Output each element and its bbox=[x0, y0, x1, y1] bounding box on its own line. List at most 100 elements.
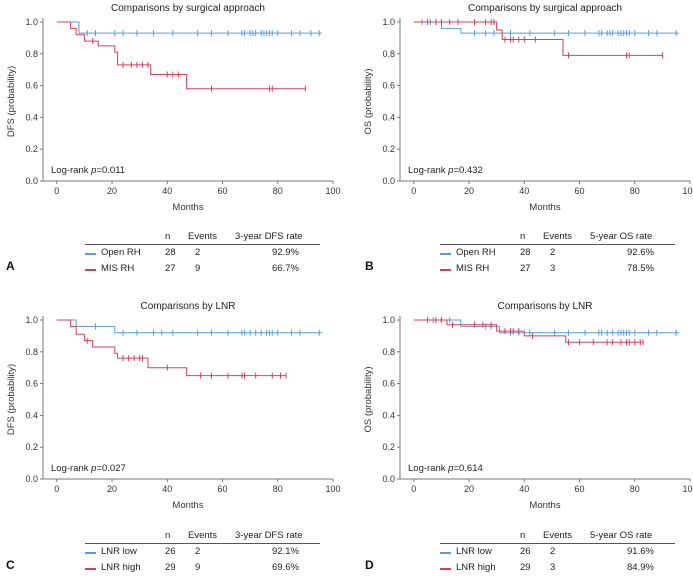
summary-table: n Events 3-year DFS rate Open RH 28 2 92.9% MIS… bbox=[85, 231, 320, 275]
table-cell-n: 28 bbox=[165, 247, 176, 258]
y-tick-label: 0.0 bbox=[382, 176, 395, 186]
y-tick-label: 0.8 bbox=[382, 49, 395, 59]
table-cell-n: 27 bbox=[165, 263, 176, 274]
y-tick-label: 0.8 bbox=[25, 49, 38, 59]
x-tick-label: 100 bbox=[682, 484, 693, 494]
header-events: Events bbox=[543, 530, 573, 541]
logrank-value: =0.027 bbox=[96, 463, 125, 474]
table-header bbox=[85, 530, 320, 544]
table-cell-n: 29 bbox=[520, 562, 531, 573]
km-curve-group1 bbox=[413, 21, 679, 34]
header-rate: 3-year DFS rate bbox=[235, 231, 303, 242]
legend-swatch bbox=[85, 568, 96, 570]
panel-label: B bbox=[365, 259, 374, 273]
logrank-value: =0.011 bbox=[96, 165, 125, 176]
table-cell-rate: 78.5% bbox=[627, 263, 654, 274]
y-axis-label: DFS (probability) bbox=[6, 66, 17, 137]
panel-label: D bbox=[365, 558, 374, 572]
summary-table: n Events 5-year OS rate Open RH 28 2 92.6% MIS … bbox=[440, 231, 675, 275]
table-cell-events: 2 bbox=[550, 546, 556, 557]
table-cell-rate: 84.9% bbox=[627, 562, 654, 573]
logrank-p: p bbox=[447, 165, 453, 176]
x-tick-label: 60 bbox=[575, 484, 585, 494]
table-header bbox=[440, 231, 675, 245]
y-tick-label: 0.4 bbox=[382, 410, 395, 420]
logrank-prefix: Log-rank bbox=[408, 165, 448, 176]
table-cell-name: MIS RH bbox=[101, 263, 135, 274]
chart-title: Comparisons by LNR bbox=[140, 301, 235, 312]
y-tick-label: 0.4 bbox=[25, 112, 38, 122]
x-tick-label: 80 bbox=[630, 186, 640, 196]
header-n: n bbox=[165, 231, 171, 242]
logrank-p: p bbox=[447, 463, 453, 474]
legend-swatch bbox=[85, 253, 96, 255]
chart-title: Comparisons by surgical approach bbox=[468, 3, 622, 14]
table-cell-events: 2 bbox=[550, 247, 556, 258]
km-curve-group1 bbox=[413, 319, 679, 334]
x-tick-label: 80 bbox=[273, 186, 283, 196]
x-tick-label: 0 bbox=[54, 484, 59, 494]
legend-swatch bbox=[440, 552, 451, 554]
summary-table: n Events 3-year DFS rate LNR low 26 2 92.1% LNR… bbox=[85, 530, 320, 574]
km-curve-group2 bbox=[413, 21, 663, 56]
y-tick-label: 0.2 bbox=[25, 144, 38, 154]
x-tick-label: 100 bbox=[325, 484, 340, 494]
x-tick-label: 40 bbox=[162, 186, 172, 196]
x-tick-label: 80 bbox=[273, 484, 283, 494]
table-cell-events: 9 bbox=[195, 562, 201, 573]
panel-label: C bbox=[6, 558, 15, 572]
logrank-text: Log-rank p=0.027 bbox=[51, 463, 126, 474]
table-cell-rate: 91.6% bbox=[627, 546, 654, 557]
logrank-p: p bbox=[90, 165, 96, 176]
x-tick-label: 40 bbox=[162, 484, 172, 494]
y-tick-label: 0.6 bbox=[25, 379, 38, 389]
panel-a: Comparisons by surgical approach 0.0 0.2 0.… bbox=[6, 3, 341, 213]
legend-swatch bbox=[85, 552, 96, 554]
header-n: n bbox=[520, 231, 526, 242]
table-cell-rate: 92.6% bbox=[627, 247, 654, 258]
x-axis-label: Months bbox=[529, 202, 560, 213]
table-header bbox=[85, 231, 320, 245]
legend-swatch bbox=[440, 253, 451, 255]
table-cell-events: 3 bbox=[550, 263, 556, 274]
logrank-p: p bbox=[90, 463, 96, 474]
logrank-text: Log-rank p=0.432 bbox=[408, 165, 483, 176]
y-tick-label: 0.2 bbox=[382, 442, 395, 452]
table-cell-rate: 92.1% bbox=[272, 546, 299, 557]
chart-title: Comparisons by surgical approach bbox=[111, 3, 265, 14]
y-tick-label: 1.0 bbox=[382, 17, 395, 27]
y-tick-label: 0.8 bbox=[25, 347, 38, 357]
header-rate: 5-year OS rate bbox=[590, 530, 653, 541]
logrank-value: =0.614 bbox=[453, 463, 482, 474]
panel-label: A bbox=[6, 259, 15, 273]
table-cell-rate: 92.9% bbox=[272, 247, 299, 258]
x-tick-label: 60 bbox=[218, 484, 228, 494]
legend-swatch bbox=[85, 269, 96, 271]
x-axis-label: Months bbox=[172, 202, 203, 213]
table-cell-name: Open RH bbox=[456, 247, 496, 258]
panel-b: Comparisons by surgical approach 0.0 0.2 0.… bbox=[363, 3, 693, 213]
header-rate: 3-year DFS rate bbox=[235, 530, 303, 541]
x-tick-label: 20 bbox=[464, 186, 474, 196]
logrank-prefix: Log-rank bbox=[51, 463, 91, 474]
table-cell-events: 3 bbox=[550, 562, 556, 573]
x-tick-label: 0 bbox=[411, 484, 416, 494]
y-tick-label: 0.4 bbox=[382, 112, 395, 122]
km-curve-group2 bbox=[413, 319, 644, 343]
x-tick-label: 20 bbox=[107, 484, 117, 494]
x-tick-label: 20 bbox=[107, 186, 117, 196]
km-curve-group2 bbox=[56, 21, 306, 90]
header-n: n bbox=[520, 530, 526, 541]
logrank-value: =0.432 bbox=[453, 165, 482, 176]
y-tick-label: 1.0 bbox=[25, 315, 38, 325]
km-curve-group1 bbox=[56, 319, 322, 334]
x-axis-label: Months bbox=[172, 500, 203, 511]
table-cell-name: MIS RH bbox=[456, 263, 490, 274]
x-tick-label: 40 bbox=[519, 186, 529, 196]
table-cell-name: LNR high bbox=[456, 562, 496, 573]
x-tick-label: 20 bbox=[464, 484, 474, 494]
y-axis-label: OS (probability) bbox=[363, 69, 374, 135]
panel-c: Comparisons by LNR 0.0 0.2 0.4 0.6 0.8 1.0 0 20 4… bbox=[6, 301, 341, 511]
x-tick-label: 60 bbox=[218, 186, 228, 196]
